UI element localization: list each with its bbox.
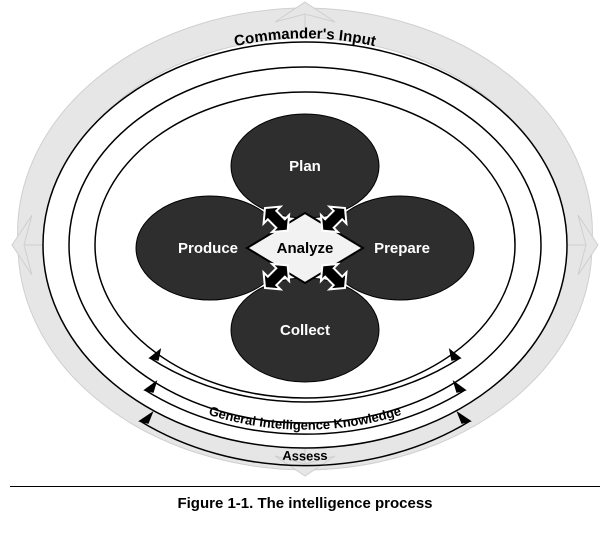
petal-bottom-label: Collect	[280, 322, 330, 339]
figure-caption: Figure 1-1. The intelligence process	[10, 486, 600, 512]
petal-left-label: Produce	[178, 240, 238, 257]
petal-right-label: Prepare	[374, 240, 430, 257]
intelligence-process-diagram: Commander's Input Plan Prepare Collect P…	[0, 0, 610, 478]
petal-top-label: Plan	[289, 158, 321, 175]
ring-2-label: Assess	[282, 448, 328, 464]
center-label: Analyze	[277, 240, 334, 257]
